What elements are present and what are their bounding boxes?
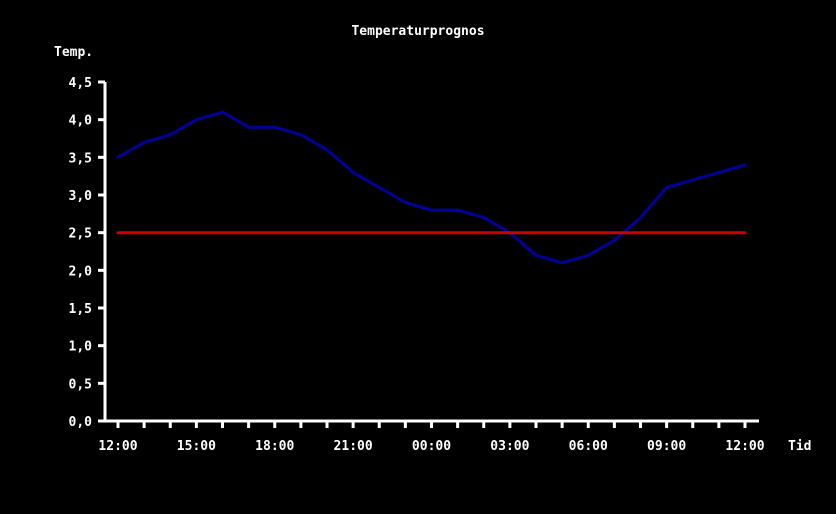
x-tick-label: 15:00	[177, 439, 216, 454]
series-layer	[116, 110, 747, 265]
y-tick-label: 0,5	[69, 377, 92, 392]
y-tick-label: 1,5	[69, 302, 92, 317]
x-tick-label: 18:00	[255, 439, 294, 454]
temperature-series-line	[116, 110, 747, 265]
y-tick-label: 3,0	[69, 189, 93, 204]
y-tick-label: 4,5	[69, 76, 92, 91]
y-tick-label: 4,0	[69, 114, 93, 129]
y-tick-label: 3,5	[69, 151, 92, 166]
y-axis-label: Temp.	[54, 45, 93, 60]
x-tick-label: 03:00	[490, 439, 529, 454]
x-axis-label: Tid	[788, 439, 811, 454]
y-tick-label: 1,0	[69, 340, 93, 355]
x-tick-label: 21:00	[334, 439, 373, 454]
y-tick-label: 2,0	[69, 264, 93, 279]
chart-title: Temperaturprognos	[351, 24, 484, 39]
x-tick-label: 00:00	[412, 439, 451, 454]
y-ticks: 0,0 0,5 1,0 1,5 2,0 2,5 3,0 3,5 4,0 4,5	[69, 76, 105, 430]
x-ticks: 12:00 15:00 18:00 21:00 00:00 03:00 06:00 09:00…	[98, 421, 765, 454]
y-tick-label: 2,5	[69, 227, 92, 242]
x-tick-label: 12:00	[725, 439, 764, 454]
x-tick-label: 09:00	[647, 439, 686, 454]
y-tick-label: 0,0	[69, 415, 93, 430]
x-tick-label: 12:00	[98, 439, 137, 454]
x-tick-label: 06:00	[569, 439, 608, 454]
